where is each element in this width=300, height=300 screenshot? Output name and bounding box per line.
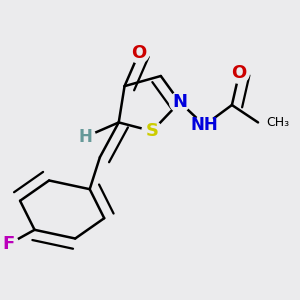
Text: N: N (172, 93, 187, 111)
Circle shape (194, 115, 214, 136)
Text: S: S (146, 122, 159, 140)
Circle shape (142, 121, 162, 141)
Circle shape (75, 127, 95, 147)
Text: O: O (232, 64, 247, 82)
Circle shape (169, 92, 190, 112)
Circle shape (229, 63, 249, 83)
Text: NH: NH (190, 116, 218, 134)
Text: H: H (78, 128, 92, 146)
Text: O: O (131, 44, 147, 62)
Circle shape (129, 43, 149, 63)
Text: CH₃: CH₃ (267, 116, 290, 129)
Circle shape (0, 234, 19, 254)
Text: F: F (2, 235, 15, 253)
